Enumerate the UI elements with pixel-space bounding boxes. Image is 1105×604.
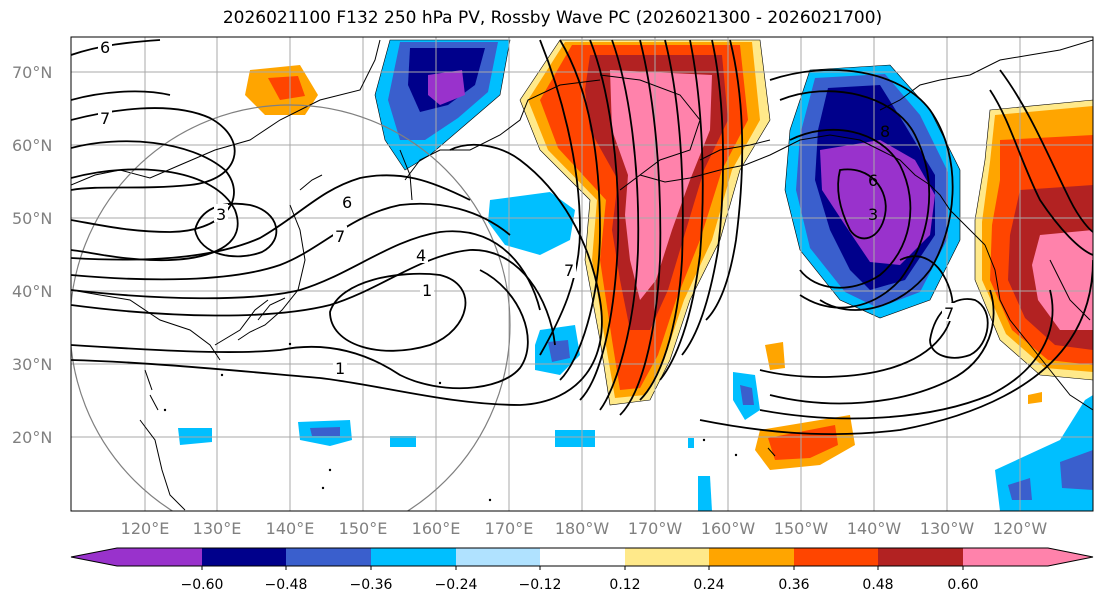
colorbar-tick-label: 0.12 (609, 577, 640, 593)
lat-label: 60°N (12, 136, 52, 155)
positive-anomaly-east (975, 100, 1093, 380)
lon-label: 170°W (628, 519, 683, 538)
colorbar-tick-label: 0.36 (778, 577, 809, 593)
colorbar-tick-label: −0.48 (265, 577, 308, 593)
contour-label: 7 (335, 227, 345, 246)
contour-label: 4 (416, 246, 426, 265)
lat-label: 70°N (12, 63, 52, 82)
colorbar-tick-label: −0.36 (350, 577, 393, 593)
radius-circle (71, 104, 511, 511)
lat-label: 20°N (12, 428, 52, 447)
colorbar-segment (963, 548, 1048, 566)
contour-label: 6 (342, 193, 352, 212)
colorbar-segment (540, 548, 625, 566)
lon-label: 150°W (774, 519, 829, 538)
colorbar-segment (456, 548, 540, 566)
colorbar-tick-label: −0.12 (519, 577, 562, 593)
contour-label: 1 (335, 359, 345, 378)
lon-label: 140°E (266, 519, 315, 538)
lon-label: 150°E (339, 519, 388, 538)
negative-anomaly-east (785, 65, 960, 318)
colorbar-extend-min (71, 548, 117, 566)
lon-label: 170°E (485, 519, 534, 538)
colorbar-segment (709, 548, 794, 566)
lon-label: 160°W (701, 519, 756, 538)
colorbar-tick-label: −0.60 (181, 577, 224, 593)
contour-label: 7 (100, 109, 110, 128)
lon-label: 180°W (555, 519, 610, 538)
lat-label: 30°N (12, 355, 52, 374)
contour-label: 6 (868, 171, 878, 190)
colorbar-outline (70, 547, 1094, 567)
contour-label: 7 (564, 261, 574, 280)
contour-label: 6 (100, 38, 110, 57)
colorbar-tick-label: 0.24 (693, 577, 724, 593)
longitude-labels: 120°E 130°E 140°E 150°E 160°E 170°E 180°… (121, 519, 1048, 538)
colorbar-segment (371, 548, 456, 566)
contour-label: 1 (422, 281, 432, 300)
contour-label: 7 (944, 304, 954, 323)
lon-label: 130°E (193, 519, 242, 538)
colorbar-segment (878, 548, 963, 566)
colorbar-segment (202, 548, 286, 566)
colorbar-segment (286, 548, 371, 566)
lon-label: 120°W (993, 519, 1048, 538)
colorbar-segment (625, 548, 709, 566)
lon-label: 120°E (121, 519, 170, 538)
lon-label: 140°W (847, 519, 902, 538)
lon-label: 160°E (412, 519, 461, 538)
lat-label: 40°N (12, 282, 52, 301)
latitude-labels: 70°N 60°N 50°N 40°N 30°N 20°N (12, 63, 52, 447)
lat-label: 50°N (12, 209, 52, 228)
map-frame (70, 36, 1094, 512)
map-content: 6 7 3 6 7 4 1 1 7 8 6 3 7 (71, 37, 1093, 511)
pv-contours (71, 39, 1093, 436)
colorbar-tick-label: −0.24 (435, 577, 478, 593)
contour-label: 8 (880, 122, 890, 141)
colorbar-segment (794, 548, 878, 566)
contour-label: 3 (216, 205, 226, 224)
colorbar-extend-max (1048, 548, 1093, 566)
contour-labels: 6 7 3 6 7 4 1 1 7 8 6 3 7 (98, 38, 956, 378)
colorbar-tick-label: 0.60 (947, 577, 978, 593)
colorbar-tick-label: 0.48 (862, 577, 893, 593)
lon-label: 130°W (920, 519, 975, 538)
contour-label: 3 (868, 205, 878, 224)
islands (163, 342, 738, 502)
map-title: 2026021100 F132 250 hPa PV, Rossby Wave … (222, 8, 883, 28)
gridlines (71, 37, 1093, 511)
colorbar: −0.60 −0.48 −0.36 −0.24 −0.12 0.12 0.24 … (70, 547, 1094, 593)
colorbar-segment (117, 548, 202, 566)
